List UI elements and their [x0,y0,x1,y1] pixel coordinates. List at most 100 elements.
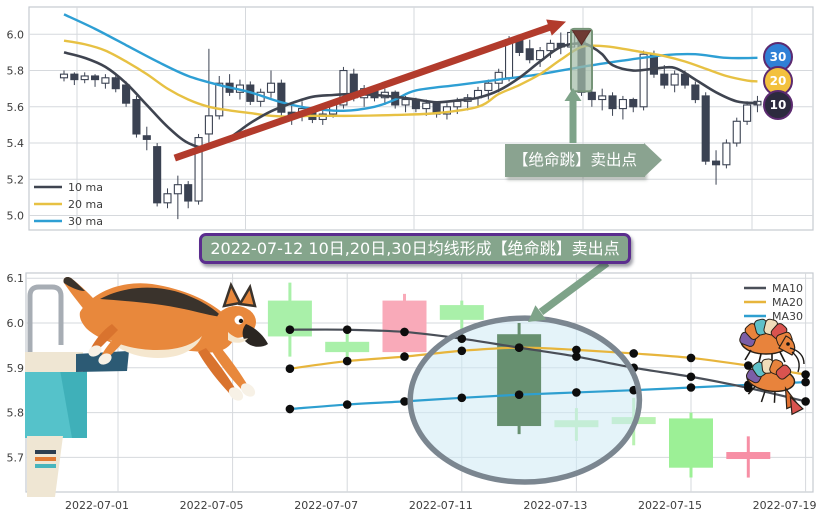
candle-body [266,82,276,93]
candle-body [670,73,679,86]
bottom-y-tick-label: 5.8 [7,407,25,420]
ma10-marker-dot [285,325,295,335]
ma-badge-10: 10 [763,90,793,120]
shrimp-illustration [739,318,805,416]
bottom-x-tick-label: 2022-07-19 [753,499,816,512]
top-legend-label: 20 ma [68,198,103,211]
candle-body [382,300,427,353]
annotation-arrow-tip-icon [644,143,662,177]
candle-body [163,193,172,204]
candle-body [629,98,638,108]
sell-highlight-box [570,27,593,93]
ma20-marker-dot [572,345,581,355]
bottom-legend-label: MA30 [772,310,803,323]
ma10-marker-dot [572,352,581,361]
candle-body [111,77,120,90]
candle-body [442,106,452,115]
ma20-marker-dot [400,352,409,361]
ma10-marker-dot [801,397,810,406]
candle-body [536,50,545,61]
bottom-x-tick-label: 2022-07-11 [409,499,473,512]
bottom-y-tick-label: 6.1 [7,272,25,285]
pattern-title-text: 2022-07-12 10日,20日,30日均线形成【绝命跳】卖出点 [210,239,620,258]
ma10-marker-dot [342,325,352,335]
top-y-tick-label: 5.0 [7,210,25,223]
bottom-x-tick-label: 2022-07-05 [180,499,244,512]
ma10-marker-dot [744,383,753,393]
diagonal-arrow-head-icon [528,305,547,322]
top-y-tick-label: 5.8 [7,65,25,78]
ma20-line [63,39,758,118]
trend-arrow-shaft [173,22,554,162]
ma30-marker-dot [572,388,581,397]
ma10-line [289,328,806,403]
candle-body [691,84,700,101]
top-y-tick-label: 5.2 [7,173,25,186]
ma30-marker-dot [400,397,409,406]
ma30-marker-dot [801,377,810,387]
candle-body [153,146,162,204]
bottom-x-tick-label: 2022-07-13 [523,499,587,512]
ma10-line [63,42,758,150]
candle-body [173,184,182,195]
ma30-marker-dot [457,393,467,403]
candle-body [722,142,731,166]
dog-illustration [63,276,268,401]
candle-body [525,48,534,61]
diagonal-arrow-shaft [538,259,610,316]
bottom-x-tick-label: 2022-07-15 [638,499,702,512]
candle-body [132,98,141,135]
ma20-marker-dot [801,370,810,379]
trend-arrow-head-icon [546,19,566,36]
ma10-marker-dot [457,334,467,343]
ma10-marker-dot [400,327,409,337]
candle-body [701,95,710,162]
candle-body [660,73,669,86]
candle-body [546,42,555,52]
candle-body [484,82,493,92]
candle-body [70,73,79,81]
bottom-legend-label: MA20 [772,296,803,309]
ma20-marker-dot [342,356,352,366]
candle-body [453,100,462,108]
ma20-marker-dot [744,361,753,370]
candle-body [618,98,627,110]
candle-body [325,341,370,353]
ma30-marker-dot [514,390,524,399]
bottom-y-tick-label: 6.0 [7,317,25,330]
candle-body [101,77,110,84]
ma30-line [63,13,758,113]
ma20-marker-dot [285,364,295,373]
candle-body [726,452,771,460]
top-chart-plot: 5.0 5.2 5.4 5.6 5.8 6.0 10 ma 20 ma 30 ma [7,6,814,231]
candle-body [732,120,741,144]
top-y-tick-label: 5.4 [7,137,25,150]
ma30-marker-dot [342,400,352,409]
ma20-marker-dot [686,353,696,363]
candle-body [339,69,348,106]
ma30-marker-dot [686,383,696,392]
candle-body [598,95,607,101]
ma20-marker-dot [629,349,638,358]
ma30-marker-dot [285,404,295,414]
ma10-marker-dot [686,372,696,382]
sell-point-annotation-text: 【绝命跳】卖出点 [512,151,637,169]
top-plot-background [28,6,814,231]
candle-body [401,98,410,106]
candle-body [122,84,131,104]
candle-body [91,75,100,81]
candle-body [608,95,617,110]
candle-body [204,115,213,135]
highlight-ellipse-outline [407,315,643,485]
bottom-y-tick-label: 5.9 [7,362,25,375]
top-legend-label: 30 ma [68,215,103,228]
ma20-line [289,346,806,376]
candle-body [184,184,193,202]
ma20-marker-dot [457,346,467,356]
candle-body [711,160,721,166]
ma-period-badges: 30 20 10 [763,42,793,120]
bottom-x-tick-label: 2022-07-01 [65,499,129,512]
candle-body [439,305,484,320]
ma10-marker-dot [514,343,524,352]
